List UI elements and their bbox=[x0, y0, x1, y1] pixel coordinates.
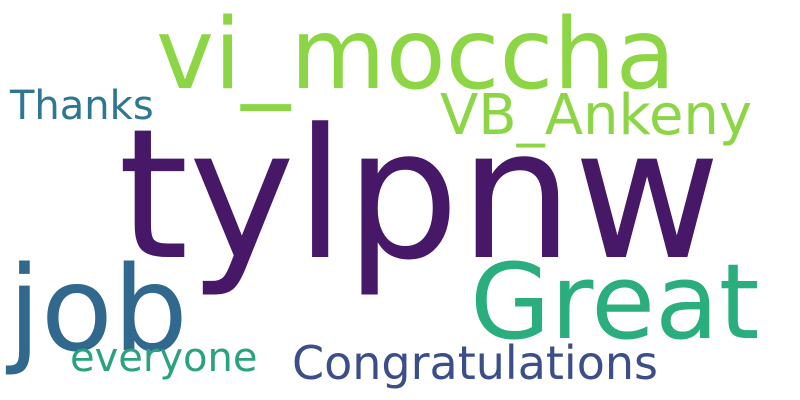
word-thanks: Thanks bbox=[10, 83, 154, 129]
word-vb-ankeny: VB_Ankeny bbox=[440, 83, 753, 148]
word-tylpnw: tylpnw bbox=[118, 91, 721, 300]
word-everyone: everyone bbox=[70, 335, 258, 381]
word-vi-moccha: vi_moccha bbox=[156, 0, 676, 112]
word-great: Great bbox=[470, 241, 760, 363]
word-congratulations: Congratulations bbox=[292, 336, 658, 390]
word-job: job bbox=[8, 240, 188, 378]
